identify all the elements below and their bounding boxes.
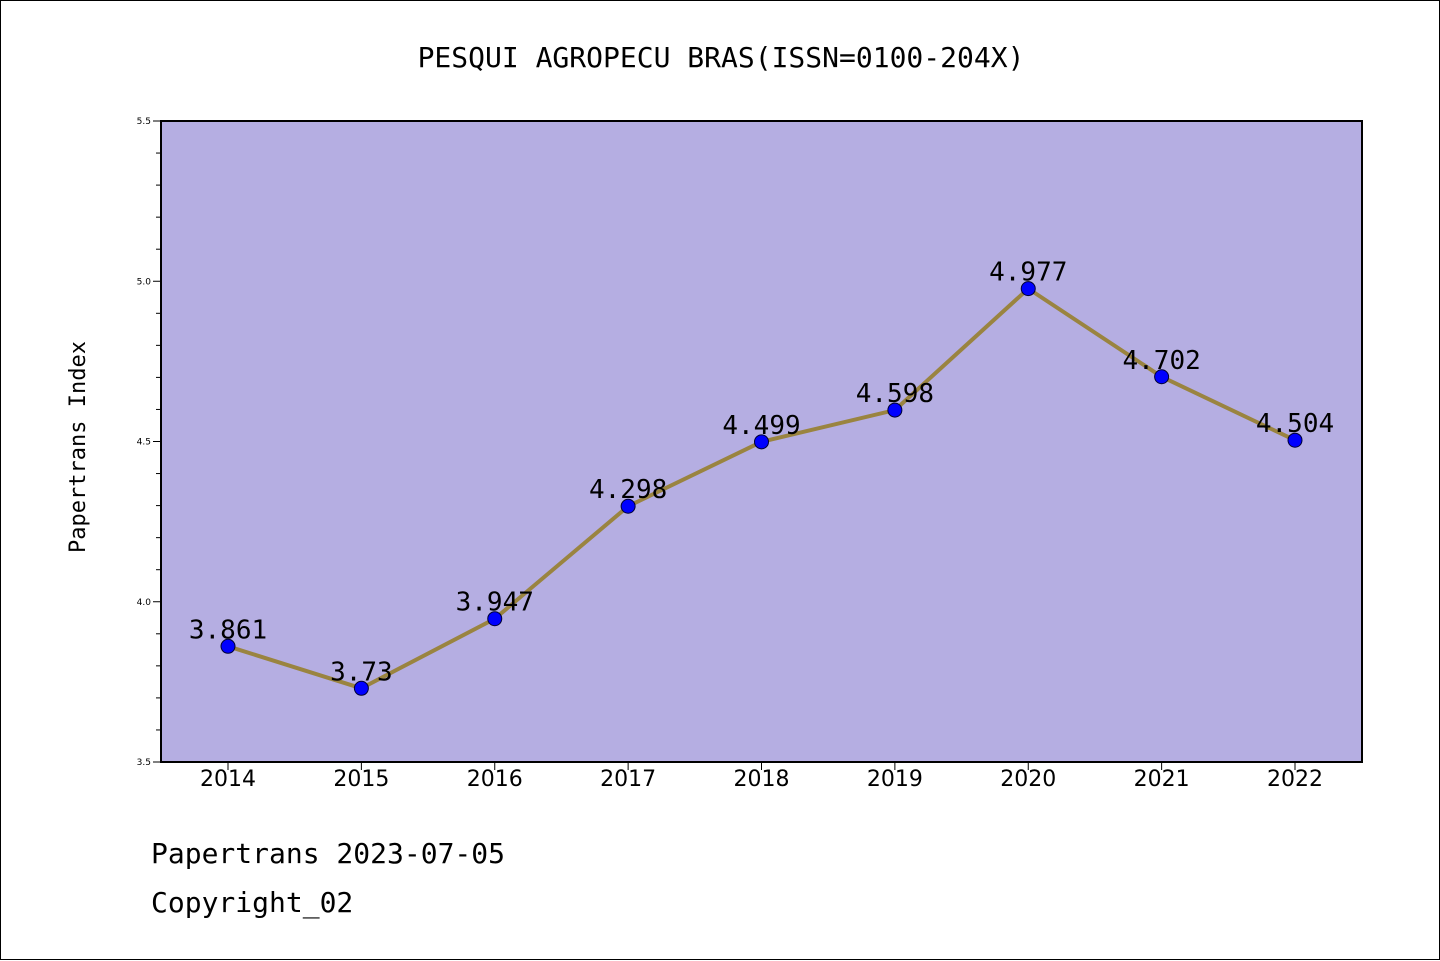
footer-date-label: Papertrans 2023-07-05 bbox=[151, 837, 506, 870]
x-tick-label: 2018 bbox=[734, 767, 790, 792]
chart-title: PESQUI AGROPECU BRAS(ISSN=0100-204X) bbox=[418, 41, 1025, 74]
x-tick-label: 2021 bbox=[1134, 767, 1190, 792]
y-tick-label: 4.5 bbox=[137, 438, 151, 448]
data-point bbox=[887, 402, 903, 418]
y-tick-label: 5.5 bbox=[137, 117, 151, 127]
x-tick-label: 2022 bbox=[1267, 767, 1323, 792]
x-tick-label: 2014 bbox=[200, 767, 256, 792]
y-tick-label: 3.5 bbox=[137, 758, 151, 768]
data-point bbox=[620, 498, 636, 514]
y-tick-label: 5.0 bbox=[137, 277, 152, 287]
y-tick-label: 4.0 bbox=[137, 598, 152, 608]
data-label: 3.861 bbox=[189, 615, 267, 645]
data-label: 4.977 bbox=[989, 258, 1067, 288]
data-point bbox=[754, 434, 769, 450]
x-tick-label: 2017 bbox=[600, 767, 656, 792]
x-axis: 2014 2015 2016 2017 2018 2019 2020 2021 2022 bbox=[200, 762, 1323, 792]
x-tick-label: 2016 bbox=[467, 767, 523, 792]
data-point bbox=[487, 611, 503, 627]
footer-copyright-label: Copyright_02 bbox=[151, 886, 354, 919]
x-tick-label: 2015 bbox=[333, 767, 389, 792]
data-label: 4.298 bbox=[589, 475, 667, 505]
data-label: 3.73 bbox=[330, 657, 393, 687]
data-point bbox=[1287, 432, 1303, 448]
data-label: 4.504 bbox=[1256, 409, 1334, 439]
y-axis: 3.5 4.0 4.5 5.0 5.5 bbox=[137, 117, 161, 768]
x-tick-label: 2020 bbox=[1000, 767, 1056, 792]
data-point bbox=[1154, 369, 1170, 385]
data-point bbox=[220, 638, 236, 654]
data-label: 4.598 bbox=[856, 379, 934, 409]
data-label: 3.947 bbox=[456, 588, 534, 618]
data-label: 4.702 bbox=[1122, 346, 1200, 376]
data-point bbox=[1020, 281, 1036, 297]
series-layer: 3.861 3.73 3.947 4.298 4.499 4.598 4.977 4.702 4… bbox=[189, 258, 1334, 696]
data-point bbox=[353, 680, 369, 696]
y-axis-label: Papertrans Index bbox=[66, 341, 91, 553]
data-label: 4.499 bbox=[722, 411, 800, 441]
x-tick-label: 2019 bbox=[867, 767, 923, 792]
